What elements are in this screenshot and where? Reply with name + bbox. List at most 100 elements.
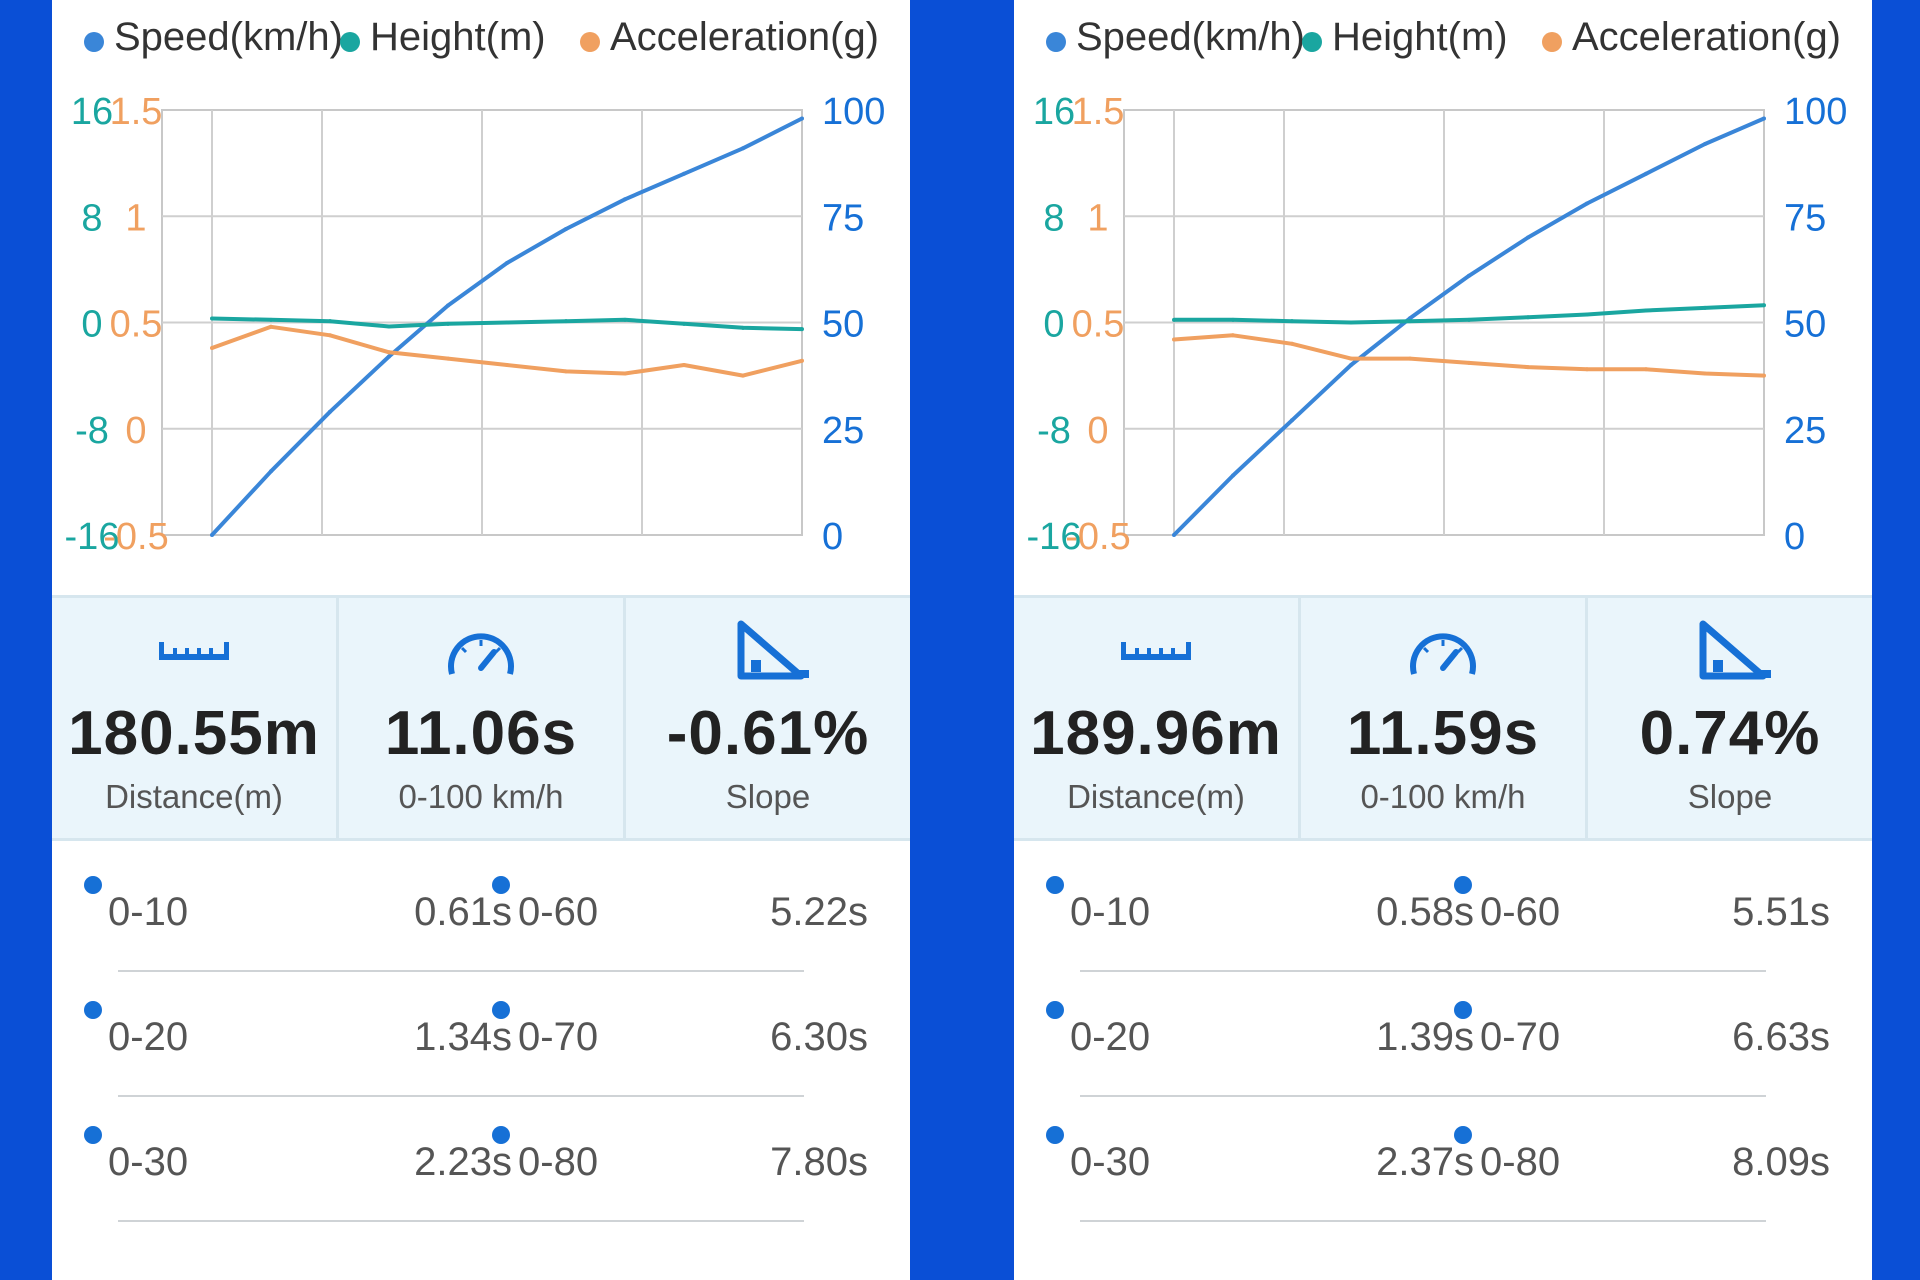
split-time: 5.51s — [1732, 890, 1830, 934]
speedometer-icon — [1410, 633, 1476, 675]
split-time: 0.58s — [1376, 890, 1474, 934]
split-row: 0-30 2.37s 0-80 8.09s — [1014, 1100, 1872, 1222]
split-label: 0-20 — [108, 1015, 189, 1059]
split-dot — [492, 876, 510, 894]
split-label: 0-80 — [518, 1140, 599, 1184]
distance-label: Distance(m) — [1067, 778, 1245, 815]
stat-slope: 0.74% Slope — [1588, 598, 1872, 838]
legend-height: Height(m) — [370, 15, 546, 59]
accel-axis-tick: -0.5 — [103, 516, 168, 558]
split-time: 6.30s — [770, 1015, 868, 1059]
height-axis-tick: 8 — [1043, 197, 1064, 239]
split-label: 0-30 — [1070, 1140, 1151, 1184]
split-dot — [492, 1001, 510, 1019]
performance-chart: Speed(km/h) Height(m) Acceleration(g) 16… — [1014, 0, 1872, 592]
chart-lines — [210, 116, 804, 537]
split-dot — [84, 1126, 102, 1144]
legend-height: Height(m) — [1332, 15, 1508, 59]
split-dot — [84, 876, 102, 894]
stat-acceleration-time: 11.59s 0-100 km/h — [1301, 598, 1588, 838]
ruler-icon — [159, 642, 229, 660]
split-row: 0-20 1.39s 0-70 6.63s — [1014, 975, 1872, 1097]
legend-speed: Speed(km/h) — [114, 15, 343, 59]
height-axis-tick: 16 — [1033, 91, 1075, 133]
accel-axis-tick: -0.5 — [1065, 516, 1130, 558]
chart-svg: Speed(km/h) Height(m) Acceleration(g) 16… — [1027, 15, 1848, 558]
slope-icon — [1699, 620, 1771, 680]
divider — [118, 1220, 804, 1222]
height-axis-tick: 8 — [81, 197, 102, 239]
chart-svg: Speed(km/h) Height(m) Acceleration(g) 16… — [65, 15, 886, 558]
stat-slope: -0.61% Slope — [626, 598, 910, 838]
slope-value: -0.61% — [666, 699, 870, 768]
split-label: 0-60 — [518, 890, 599, 934]
chart-grid — [161, 109, 803, 536]
height-axis-tick: 16 — [71, 91, 113, 133]
legend-dot-acceleration — [1542, 32, 1562, 52]
series-line-accel — [211, 324, 803, 378]
split-label: 0-80 — [1480, 1140, 1561, 1184]
speed-axis-tick: 25 — [822, 410, 864, 452]
legend-speed: Speed(km/h) — [1076, 15, 1305, 59]
split-dot — [1046, 876, 1064, 894]
speed-axis-tick: 100 — [822, 91, 885, 133]
legend: Speed(km/h) Height(m) Acceleration(g) — [1046, 15, 1841, 59]
split-label: 0-30 — [108, 1140, 189, 1184]
slope-icon — [737, 620, 809, 680]
series-line-height — [1174, 303, 1765, 325]
height-axis-tick: -16 — [65, 516, 120, 558]
split-time: 5.22s — [770, 890, 868, 934]
height-axis-tick: -8 — [75, 410, 109, 452]
split-dot — [1046, 1126, 1064, 1144]
split-time: 1.39s — [1376, 1015, 1474, 1059]
accel-axis-tick: 1 — [125, 197, 146, 239]
split-label: 0-10 — [1070, 890, 1151, 934]
divider — [1080, 1220, 1766, 1222]
split-row: 0-10 0.58s 0-60 5.51s — [1014, 850, 1872, 972]
split-row: 0-20 1.34s 0-70 6.30s — [52, 975, 910, 1097]
distance-value: 189.96m — [1030, 699, 1282, 768]
split-label: 0-70 — [518, 1015, 599, 1059]
slope-label: Slope — [1687, 778, 1773, 815]
series-line-accel — [1173, 333, 1765, 378]
speed-axis-tick: 100 — [1784, 91, 1847, 133]
split-dot — [492, 1126, 510, 1144]
speed-axis-tick: 50 — [1784, 304, 1826, 346]
split-time: 2.37s — [1376, 1140, 1474, 1184]
accel-axis-tick: 1.5 — [110, 91, 163, 133]
split-label: 0-60 — [1480, 890, 1561, 934]
chart-lines — [1172, 116, 1766, 537]
slope-value: 0.74% — [1639, 699, 1821, 768]
accel-axis-tick: 1 — [1087, 197, 1108, 239]
legend-dot-acceleration — [580, 32, 600, 52]
result-panel-left: Speed(km/h) Height(m) Acceleration(g) 16… — [52, 0, 910, 1280]
split-time: 2.23s — [414, 1140, 512, 1184]
split-time: 1.34s — [414, 1015, 512, 1059]
legend-dot-height — [340, 32, 360, 52]
divider — [118, 1095, 804, 1097]
stat-acceleration-time: 11.06s 0-100 km/h — [339, 598, 626, 838]
legend-dot-height — [1302, 32, 1322, 52]
height-axis-tick: 0 — [1043, 304, 1064, 346]
divider — [1080, 970, 1766, 972]
divider — [1080, 1095, 1766, 1097]
stats-bar: 180.55m Distance(m) 11.06s 0-100 km/h -0… — [52, 595, 910, 841]
time-label: 0-100 km/h — [398, 778, 564, 815]
split-dot — [1454, 876, 1472, 894]
legend: Speed(km/h) Height(m) Acceleration(g) — [84, 15, 879, 59]
legend-dot-speed — [84, 32, 104, 52]
split-label: 0-70 — [1480, 1015, 1561, 1059]
split-dot — [1046, 1001, 1064, 1019]
split-dot — [1454, 1126, 1472, 1144]
split-dot — [84, 1001, 102, 1019]
series-line-height — [211, 316, 803, 332]
split-label: 0-10 — [108, 890, 189, 934]
accel-axis-tick: 0.5 — [1072, 304, 1125, 346]
legend-acceleration: Acceleration(g) — [1572, 15, 1841, 59]
legend-dot-speed — [1046, 32, 1066, 52]
speed-axis-tick: 0 — [822, 516, 843, 558]
split-time: 7.80s — [770, 1140, 868, 1184]
chart-grid — [1123, 109, 1765, 536]
stat-distance: 189.96m Distance(m) — [1014, 598, 1301, 838]
